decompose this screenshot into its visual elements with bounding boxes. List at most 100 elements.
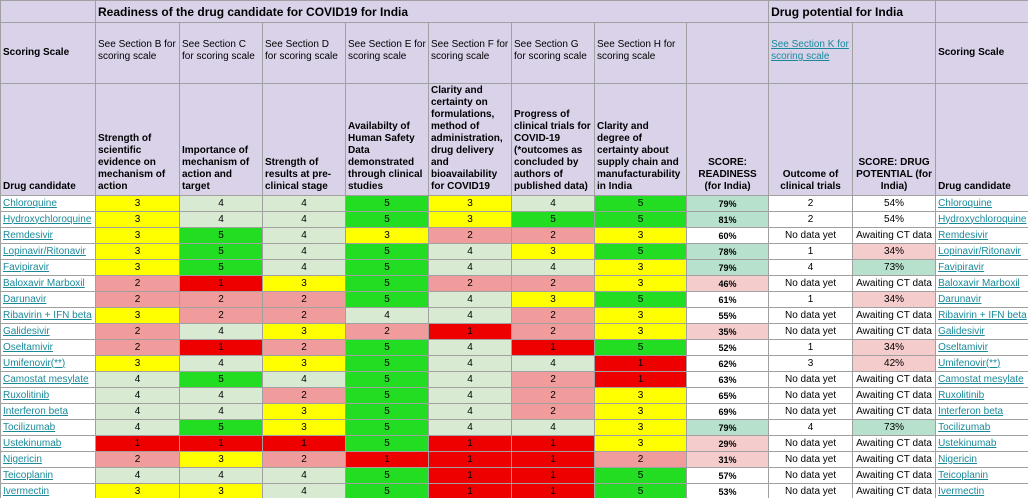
section-k-link[interactable]: See Section K for scoring scale <box>771 39 849 62</box>
score-cell: 2 <box>511 371 595 388</box>
trial-outcome: No data yet <box>768 387 854 404</box>
drug-link[interactable]: Tocilizumab <box>3 421 56 433</box>
score-cell: 5 <box>345 483 429 498</box>
score-cell: 2 <box>179 291 263 308</box>
potential-score: Awaiting CT data <box>852 451 937 468</box>
score-cell: 1 <box>511 451 595 468</box>
drug-link[interactable]: Favipiravir <box>938 261 985 273</box>
drug-link[interactable]: Chloroquine <box>3 197 57 209</box>
drug-link[interactable]: Ustekinumab <box>938 437 997 449</box>
trial-outcome: No data yet <box>768 275 854 292</box>
drug-link[interactable]: Lopinavir/Ritonavir <box>938 245 1021 257</box>
readiness-score: 55% <box>685 307 770 324</box>
drug-link[interactable]: Ivermectin <box>938 485 985 497</box>
drug-link[interactable]: Ivermectin <box>3 485 50 497</box>
score-cell: 2 <box>511 227 595 244</box>
drug-link[interactable]: Chloroquine <box>938 197 992 209</box>
score-cell: 4 <box>428 259 512 276</box>
drug-link[interactable]: Oseltamivir <box>938 341 989 353</box>
drug-cell: Remdesivir <box>935 227 1028 244</box>
score-cell: 4 <box>179 323 263 340</box>
drug-link[interactable]: Darunavir <box>3 293 47 305</box>
drug-cell: Oseltamivir <box>935 339 1028 356</box>
score-cell: 5 <box>594 195 687 212</box>
drug-link[interactable]: Darunavir <box>938 293 982 305</box>
drug-link[interactable]: Ruxolitinib <box>3 389 50 401</box>
drug-link[interactable]: Remdesivir <box>3 229 54 241</box>
drug-link[interactable]: Teicoplanin <box>3 469 54 481</box>
drug-link[interactable]: Favipiravir <box>3 261 50 273</box>
score-cell: 5 <box>345 291 429 308</box>
scoring-label: Scoring Scale <box>935 22 1028 84</box>
drug-link[interactable]: Galidesivir <box>938 325 985 337</box>
drug-row: Chloroquine 3 4 4 5 3 4 5 79% 2 54% Chloroquine <box>0 195 1028 212</box>
section-ref: See Section E for scoring scale <box>345 22 429 84</box>
score-cell: 3 <box>594 275 687 292</box>
drug-link[interactable]: Hydroxychloroquine <box>938 213 1027 225</box>
column-header: SCORE: READINESS (for India) <box>685 83 770 196</box>
drug-link[interactable]: Nigericin <box>3 453 42 465</box>
drug-cell: Teicoplanin <box>935 467 1028 484</box>
score-cell: 3 <box>594 419 687 436</box>
trial-outcome: 4 <box>768 259 854 276</box>
drug-cell: Ustekinumab <box>0 435 96 452</box>
score-cell: 4 <box>428 371 512 388</box>
trial-outcome: 4 <box>768 419 854 436</box>
score-cell: 2 <box>511 275 595 292</box>
drug-link[interactable]: Nigericin <box>938 453 977 465</box>
score-cell: 4 <box>262 227 346 244</box>
drug-link[interactable]: Remdesivir <box>938 229 989 241</box>
score-cell: 5 <box>179 419 263 436</box>
readiness-score: 46% <box>685 275 770 292</box>
drug-link[interactable]: Oseltamivir <box>3 341 54 353</box>
column-header: Availabilty of Human Safety Data demonst… <box>345 83 429 196</box>
potential-title: Drug potential for India <box>768 0 937 23</box>
drug-link[interactable]: Umifenovir(**) <box>938 357 1001 369</box>
score-cell: 5 <box>345 435 429 452</box>
score-cell: 5 <box>594 483 687 498</box>
drug-link[interactable]: Ruxolitinib <box>938 389 985 401</box>
potential-score: Awaiting CT data <box>852 323 937 340</box>
score-cell: 4 <box>179 211 263 228</box>
drug-row: Lopinavir/Ritonavir 3 5 4 5 4 3 5 78% 1 34% Lopinav… <box>0 243 1028 260</box>
score-cell: 5 <box>179 243 263 260</box>
score-cell: 3 <box>594 307 687 324</box>
readiness-title: Readiness of the drug candidate for COVI… <box>94 0 770 23</box>
score-cell: 3 <box>95 259 180 276</box>
drug-link[interactable]: Ribavirin + IFN beta <box>938 309 1027 321</box>
column-header: Progress of clinical trials for COVID-19… <box>511 83 595 196</box>
trial-outcome: 1 <box>768 339 854 356</box>
score-cell: 1 <box>511 483 595 498</box>
drug-link[interactable]: Teicoplanin <box>938 469 989 481</box>
score-cell: 5 <box>345 339 429 356</box>
potential-score: Awaiting CT data <box>852 371 937 388</box>
drug-link[interactable]: Baloxavir Marboxil <box>938 277 1020 289</box>
score-cell: 3 <box>511 291 595 308</box>
drug-link[interactable]: Ustekinumab <box>3 437 62 449</box>
drug-link[interactable]: Tocilizumab <box>938 421 991 433</box>
drug-link[interactable]: Baloxavir Marboxil <box>3 277 85 289</box>
score-cell: 5 <box>179 227 263 244</box>
drug-cell: Darunavir <box>0 291 96 308</box>
drug-link[interactable]: Hydroxychloroquine <box>3 213 92 225</box>
drug-link[interactable]: Interferon beta <box>3 405 69 417</box>
drug-link[interactable]: Interferon beta <box>938 405 1004 417</box>
drug-row: Nigericin 2 3 2 1 1 1 2 31% No data yet Awaiting C… <box>0 451 1028 468</box>
drug-link[interactable]: Camostat mesylate <box>938 373 1024 385</box>
score-cell: 1 <box>428 323 512 340</box>
score-cell: 3 <box>594 387 687 404</box>
potential-score: 73% <box>852 419 937 436</box>
drug-link[interactable]: Ribavirin + IFN beta <box>3 309 92 321</box>
drug-link[interactable]: Umifenovir(**) <box>3 357 66 369</box>
drug-cell: Galidesivir <box>935 323 1028 340</box>
drug-link[interactable]: Camostat mesylate <box>3 373 89 385</box>
blank-cell <box>935 0 1028 23</box>
potential-score: 54% <box>852 211 937 228</box>
blank-cell <box>0 0 96 23</box>
drug-link[interactable]: Lopinavir/Ritonavir <box>3 245 86 257</box>
drug-link[interactable]: Galidesivir <box>3 325 50 337</box>
score-cell: 1 <box>428 451 512 468</box>
score-cell: 2 <box>95 451 180 468</box>
trial-outcome: No data yet <box>768 435 854 452</box>
score-cell: 2 <box>95 323 180 340</box>
